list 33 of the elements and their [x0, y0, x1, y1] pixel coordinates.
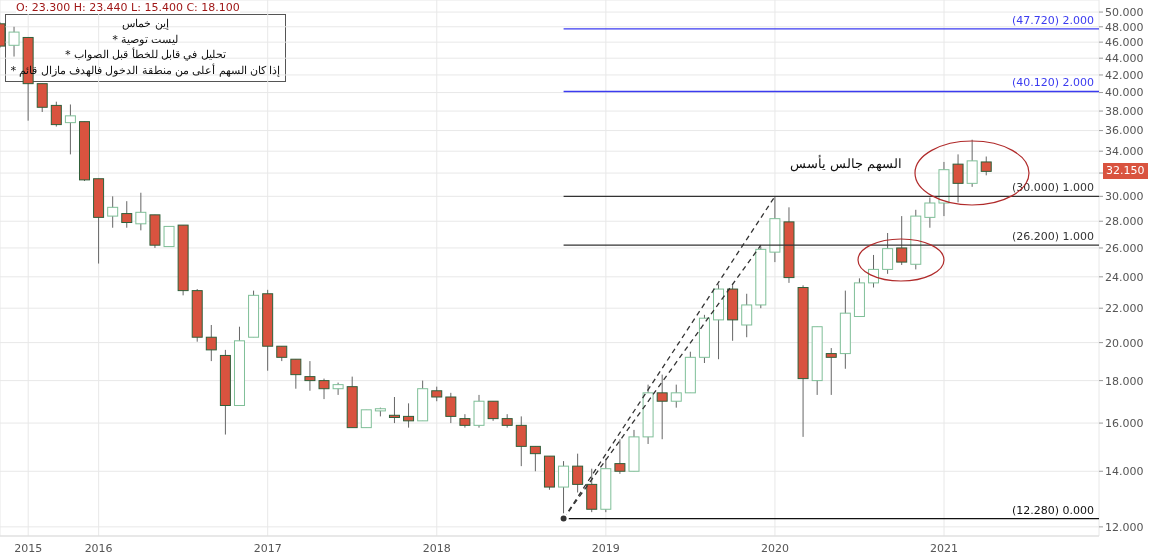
ref-line-label: (40.120) 2.000 [1011, 76, 1094, 90]
x-tick-label: 2019 [591, 541, 620, 555]
y-tick-label: 48.000 [1105, 20, 1144, 34]
y-tick-label: 38.000 [1105, 104, 1144, 118]
y-tick-label: 34.000 [1105, 145, 1144, 159]
y-tick-label: 42.000 [1105, 68, 1144, 82]
y-tick-label: 20.000 [1105, 336, 1144, 350]
ref-line-label: (26.200) 1.000 [1011, 230, 1094, 244]
x-tick-label: 2020 [760, 541, 789, 555]
x-tick-label: 2018 [422, 541, 451, 555]
annotation: O: 23.300 H: 23.440 L: 15.400 C: 18.100 [16, 1, 240, 14]
ref-line-label: (12.280) 0.000 [1011, 503, 1094, 517]
y-tick-label: 24.000 [1105, 270, 1144, 284]
y-tick-label: 12.000 [1105, 520, 1144, 534]
text: 32.150 [1103, 163, 1148, 180]
y-tick-label: 18.000 [1105, 374, 1144, 388]
y-tick-label: 28.000 [1105, 215, 1144, 229]
x-tick-label: 2015 [14, 541, 43, 555]
y-tick-label: 46.000 [1105, 36, 1144, 50]
y-tick-label: 50.000 [1105, 5, 1144, 19]
y-tick-label: 44.000 [1105, 52, 1144, 66]
y-tick-label: 26.000 [1105, 241, 1144, 255]
y-tick-label: 30.000 [1105, 190, 1144, 204]
x-tick-label: 2016 [84, 541, 113, 555]
y-tick-label: 40.000 [1105, 86, 1144, 100]
y-tick-label: 14.000 [1105, 465, 1144, 479]
annotation: السهم جالس يأسس [790, 156, 903, 171]
x-tick-label: 2021 [930, 541, 959, 555]
ref-line-label: (47.720) 2.000 [1011, 13, 1094, 27]
x-tick-label: 2017 [253, 541, 282, 555]
y-tick-label: 16.000 [1105, 417, 1144, 430]
y-tick-label: 36.000 [1105, 124, 1144, 138]
y-tick-label: 22.000 [1105, 302, 1144, 316]
